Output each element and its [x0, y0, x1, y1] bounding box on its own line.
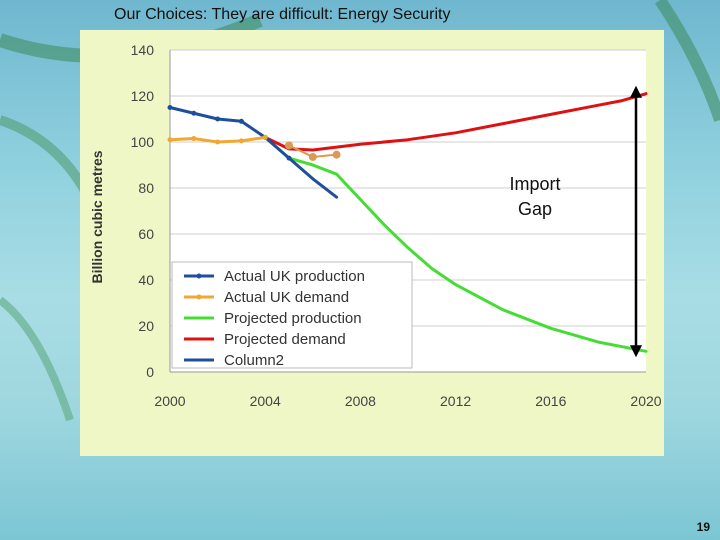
y-tick-label: 20: [138, 318, 154, 334]
data-point: [286, 155, 292, 161]
series-line: [287, 156, 339, 199]
x-tick-label: 2012: [440, 393, 471, 409]
data-point: [191, 136, 197, 142]
x-tick-label: 2000: [154, 393, 185, 409]
data-point: [167, 105, 173, 110]
x-tick-label: 2004: [250, 393, 281, 409]
data-point: [215, 116, 221, 122]
extra-point: [308, 152, 317, 161]
y-tick-label: 60: [138, 226, 154, 242]
legend-box: [171, 261, 413, 369]
slide-title: Our Choices: They are difficult: Energy …: [114, 6, 451, 23]
y-tick-label: 100: [131, 134, 155, 150]
data-point: [167, 137, 173, 143]
y-tick-label: 140: [131, 42, 155, 58]
extra-point: [332, 150, 341, 159]
data-point: [238, 138, 244, 144]
y-axis-title: Billion cubic metres: [89, 150, 105, 283]
page-number: 19: [696, 520, 710, 534]
x-tick-label: 2020: [630, 393, 661, 409]
import-gap-arrowhead-top: [630, 85, 642, 98]
y-tick-label: 40: [138, 272, 154, 288]
legend-marker: [196, 294, 202, 300]
x-tick-label: 2016: [535, 393, 566, 409]
y-tick-label: 120: [131, 88, 155, 104]
legend-marker: [196, 273, 202, 279]
legend-label: Projected demand: [224, 331, 346, 348]
legend-label: Actual UK demand: [224, 289, 349, 306]
series-line: [168, 106, 291, 160]
data-point: [215, 139, 221, 145]
import-gap-arrowhead-bottom: [630, 345, 642, 358]
data-point: [191, 110, 197, 116]
data-point: [262, 134, 268, 140]
legend-label: Projected production: [224, 310, 362, 327]
line-chart: 0 20 40 60 80 100 120 140 2000 2004 2008 2012 2016 20…: [89, 42, 662, 409]
import-gap-label-line2: Gap: [518, 199, 552, 219]
series-line: [263, 92, 648, 152]
import-gap-label-line1: Import: [509, 174, 560, 194]
y-tick-label: 80: [138, 180, 154, 196]
data-point: [238, 118, 244, 124]
chart-panel: 0 20 40 60 80 100 120 140 2000 2004 2008 2012 2016 20…: [80, 30, 664, 456]
y-tick-label: 0: [146, 364, 154, 380]
x-tick-label: 2008: [345, 393, 376, 409]
extra-point: [285, 141, 293, 150]
legend-label: Actual UK production: [224, 268, 365, 285]
series-line: [263, 135, 648, 353]
legend-label: Column2: [224, 352, 284, 369]
